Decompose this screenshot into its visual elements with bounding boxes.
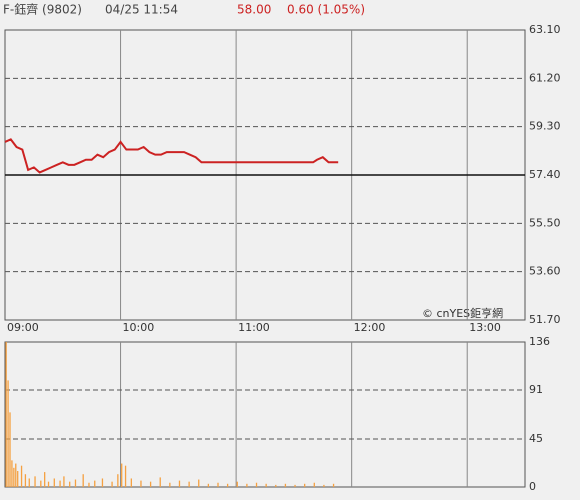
volume-bar (198, 479, 200, 487)
volume-bar (217, 482, 219, 487)
change: 0.60 (1.05%) (287, 3, 365, 17)
volume-bar (59, 480, 61, 487)
y-tick-label: 53.60 (529, 265, 561, 278)
volume-bar (121, 463, 123, 487)
volume-bar (294, 484, 296, 487)
volume-bar (178, 480, 181, 487)
volume-bar (169, 482, 171, 487)
volume-bar (13, 467, 15, 487)
volume-bar (304, 483, 306, 487)
volume-bar (69, 481, 71, 487)
volume-bar (63, 476, 65, 487)
volume-bar (255, 482, 258, 487)
volume-bar (74, 479, 77, 487)
volume-bar (7, 380, 9, 487)
volume-bar (53, 478, 55, 487)
volume-bar (117, 474, 119, 487)
volume-bar (226, 483, 229, 487)
x-tick-label: 11:00 (238, 321, 270, 334)
datetime: 04/25 11:54 (105, 3, 178, 17)
volume-bar (140, 480, 142, 487)
volume-bar (40, 480, 42, 487)
volume-bar (34, 476, 36, 487)
volume-bar (207, 483, 210, 487)
volume-bar (9, 412, 11, 487)
stock-name: F-鈺齊 (9802) (3, 2, 82, 17)
volume-bar (246, 483, 248, 487)
y-tick-label: 51.70 (529, 313, 561, 326)
volume-bar (82, 474, 84, 487)
y-tick-label: 91 (529, 383, 543, 396)
volume-bar (101, 478, 104, 487)
volume-bar (17, 471, 19, 487)
volume-bar (15, 463, 17, 487)
y-tick-label: 0 (529, 480, 536, 493)
x-tick-label: 10:00 (123, 321, 155, 334)
x-tick-label: 12:00 (354, 321, 386, 334)
volume-frame (4, 341, 526, 488)
volume-bar (265, 483, 267, 487)
volume-bar (5, 342, 7, 487)
y-tick-label: 57.40 (529, 168, 561, 181)
volume-bar (24, 474, 27, 487)
volume-bar (149, 481, 152, 487)
volume-bar (20, 465, 23, 487)
y-tick-label: 45 (529, 432, 543, 445)
y-tick-label: 63.10 (529, 23, 561, 36)
price-line (4, 138, 339, 174)
volume-bar (188, 481, 190, 487)
credit: © cnYES鉅亨網 (422, 306, 503, 320)
volume-bar (284, 483, 287, 487)
volume-bar (124, 465, 127, 487)
x-tick-label: 13:00 (469, 321, 501, 334)
volume-bar (275, 484, 277, 487)
volume-bar (313, 482, 315, 487)
price: 58.00 (237, 3, 271, 17)
volume-bar (88, 482, 90, 487)
y-tick-label: 61.20 (529, 71, 561, 84)
volume-bar (111, 481, 113, 487)
volume-bar (332, 483, 335, 487)
volume-bar (44, 472, 46, 487)
y-tick-label: 136 (529, 335, 550, 348)
y-tick-label: 59.30 (529, 120, 561, 133)
volume-bar (11, 460, 13, 487)
volume-bar (236, 481, 238, 487)
y-tick-label: 55.50 (529, 216, 561, 229)
volume-bar (94, 480, 96, 487)
volume-bar (159, 477, 161, 487)
volume-bar (130, 478, 132, 487)
volume-bar (47, 481, 50, 487)
volume-bar (28, 478, 30, 487)
x-tick-label: 09:00 (7, 321, 39, 334)
volume-bar (323, 484, 325, 487)
